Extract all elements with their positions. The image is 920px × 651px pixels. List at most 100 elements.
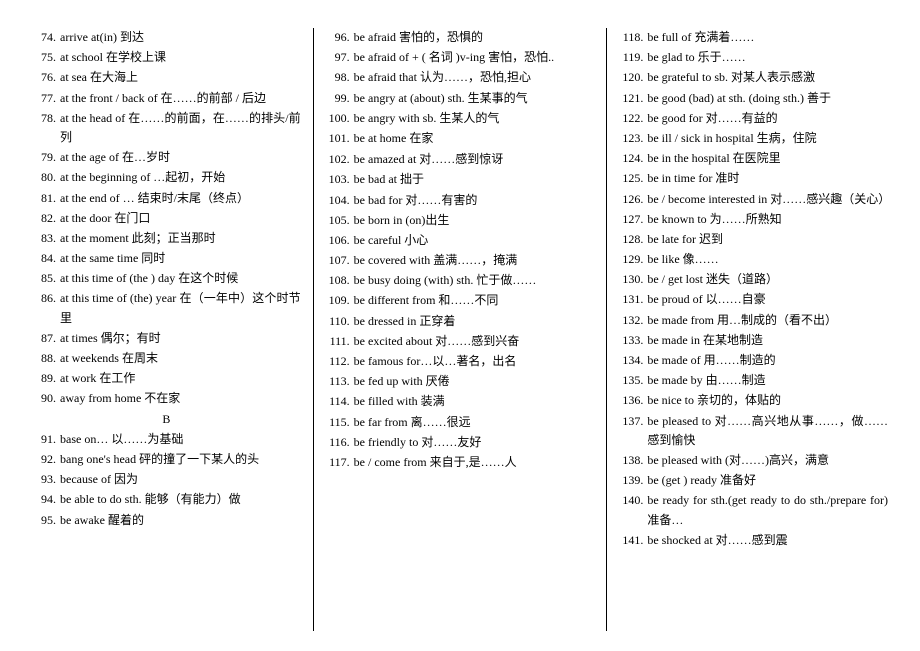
item-text: be amazed at 对……感到惊讶 [354,150,595,169]
list-item: 120.be grateful to sb. 对某人表示感激 [619,68,888,87]
item-number: 136. [619,391,647,410]
item-number: 109. [326,291,354,310]
item-text: be bad at 拙于 [354,170,595,189]
item-number: 123. [619,129,647,148]
item-text: be friendly to 对……友好 [354,433,595,452]
item-number: 85. [32,269,60,288]
list-item: 129.be like 像…… [619,250,888,269]
list-item: 91.base on… 以……为基础 [32,430,301,449]
list-item: 108.be busy doing (with) sth. 忙于做…… [326,271,595,290]
list-item: 118.be full of 充满着…… [619,28,888,47]
item-text: bang one's head 砰的撞了一下某人的头 [60,450,301,469]
item-number: 108. [326,271,354,290]
item-number: 78. [32,109,60,147]
item-text: at this time of (the) year 在（一年中）这个时节里 [60,289,301,327]
list-item: 133.be made in 在某地制造 [619,331,888,350]
item-text: be grateful to sb. 对某人表示感激 [647,68,888,87]
list-item: 96.be afraid 害怕的，恐惧的 [326,28,595,47]
list-item: 82.at the door 在门口 [32,209,301,228]
item-number: 107. [326,251,354,270]
item-number: 76. [32,68,60,87]
item-text: be far from 离……很远 [354,413,595,432]
item-text: be dressed in 正穿着 [354,312,595,331]
item-number: 82. [32,209,60,228]
item-number: 110. [326,312,354,331]
item-text: be late for 迟到 [647,230,888,249]
item-text: be ready for sth.(get ready to do sth./p… [647,491,888,529]
item-text: at the beginning of …起初，开始 [60,168,301,187]
item-number: 125. [619,169,647,188]
item-text: at weekends 在周末 [60,349,301,368]
item-text: be filled with 装满 [354,392,595,411]
item-text: be in time for 准时 [647,169,888,188]
item-text: be made by 由……制造 [647,371,888,390]
list-item: 80.at the beginning of …起初，开始 [32,168,301,187]
item-number: 122. [619,109,647,128]
item-number: 114. [326,392,354,411]
list-item: 140.be ready for sth.(get ready to do st… [619,491,888,529]
item-number: 117. [326,453,354,472]
column-3: 118.be full of 充满着……119.be glad to 乐于……1… [607,28,900,631]
list-item: 78.at the head of 在……的前面，在……的排头/前列 [32,109,301,147]
list-item: 95.be awake 醒着的 [32,511,301,530]
item-text: be bad for 对……有害的 [354,191,595,210]
list-item: 116.be friendly to 对……友好 [326,433,595,452]
list-item: 97.be afraid of + ( 名词 )v-ing 害怕，恐怕.. [326,48,595,67]
item-text: be good (bad) at sth. (doing sth.) 善于 [647,89,888,108]
item-text: be fed up with 厌倦 [354,372,595,391]
item-number: 140. [619,491,647,529]
list-item: 127.be known to 为……所熟知 [619,210,888,229]
item-text: be awake 醒着的 [60,511,301,530]
list-item: 138.be pleased with (对……)高兴，满意 [619,451,888,470]
item-text: at sea 在大海上 [60,68,301,87]
item-number: 77. [32,89,60,108]
list-item: 76.at sea 在大海上 [32,68,301,87]
list-item: 103.be bad at 拙于 [326,170,595,189]
list-item: 81.at the end of … 结束时/末尾（终点） [32,189,301,208]
item-number: 87. [32,329,60,348]
item-text: be careful 小心 [354,231,595,250]
list-item: 98.be afraid that 认为……，恐怕,担心 [326,68,595,87]
list-item: 114.be filled with 装满 [326,392,595,411]
list-item: 102.be amazed at 对……感到惊讶 [326,150,595,169]
item-text: be excited about 对……感到兴奋 [354,332,595,351]
item-number: 113. [326,372,354,391]
column-1: 74.arrive at(in) 到达75.at school 在学校上课76.… [20,28,313,631]
list-item: 84.at the same time 同时 [32,249,301,268]
list-item: 134.be made of 用……制造的 [619,351,888,370]
list-item: 112.be famous for…以…著名，出名 [326,352,595,371]
item-number: 99. [326,89,354,108]
list-item: 123.be ill / sick in hospital 生病，住院 [619,129,888,148]
item-text: at the same time 同时 [60,249,301,268]
item-text: be born in (on)出生 [354,211,595,230]
item-number: 93. [32,470,60,489]
item-text: be in the hospital 在医院里 [647,149,888,168]
item-number: 118. [619,28,647,47]
list-item: 88.at weekends 在周末 [32,349,301,368]
item-number: 103. [326,170,354,189]
item-number: 119. [619,48,647,67]
list-item: 99.be angry at (about) sth. 生某事的气 [326,89,595,108]
item-text: be like 像…… [647,250,888,269]
item-text: at this time of (the ) day 在这个时候 [60,269,301,288]
item-number: 132. [619,311,647,330]
item-text: be glad to 乐于…… [647,48,888,67]
item-number: 96. [326,28,354,47]
list-item: 101.be at home 在家 [326,129,595,148]
item-text: at the end of … 结束时/末尾（终点） [60,189,301,208]
item-text: at times 偶尔；有时 [60,329,301,348]
item-number: 116. [326,433,354,452]
list-item: 106.be careful 小心 [326,231,595,250]
list-item: 100.be angry with sb. 生某人的气 [326,109,595,128]
item-text: be shocked at 对……感到震 [647,531,888,550]
list-item: 128.be late for 迟到 [619,230,888,249]
section-heading: B [32,410,301,429]
list-item: 90.away from home 不在家 [32,389,301,408]
page-columns: 74.arrive at(in) 到达75.at school 在学校上课76.… [20,28,900,631]
item-text: be proud of 以……自豪 [647,290,888,309]
item-number: 135. [619,371,647,390]
item-text: be afraid that 认为……，恐怕,担心 [354,68,595,87]
item-text: be made from 用…制成的（看不出） [647,311,888,330]
list-item: 139.be (get ) ready 准备好 [619,471,888,490]
list-item: 115.be far from 离……很远 [326,413,595,432]
